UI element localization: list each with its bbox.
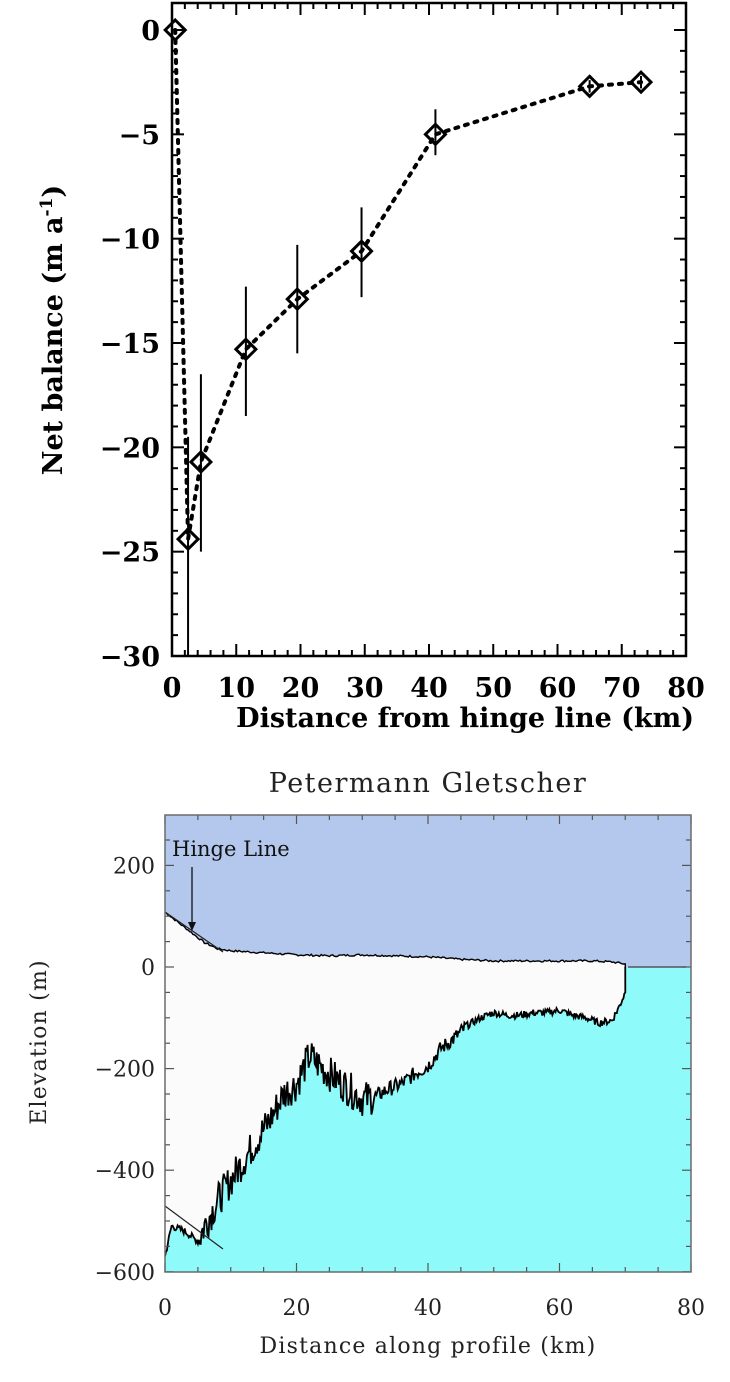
y-label-close: ): [38, 185, 69, 198]
x-tick-label: 40: [414, 1296, 442, 1321]
x-tick-label: 80: [667, 673, 705, 704]
diamond-marker-icon: [628, 70, 654, 95]
y-tick-label: −20: [100, 433, 160, 464]
elevation-profile-chart: Petermann Gletscher Hinge Line 2000−200−…: [27, 768, 705, 1359]
y-label-main: Net balance (m a: [38, 216, 69, 475]
y-tick-label: −15: [100, 329, 160, 360]
x-tick-label: 20: [282, 673, 320, 704]
x-tick-label: 0: [163, 673, 182, 704]
top-chart-x-tick-labels: 0 10 20 30 40 50 60 70 80: [163, 673, 705, 704]
bottom-chart-x-label: Distance along profile (km): [260, 1334, 597, 1359]
diamond-marker-icon: [577, 74, 602, 99]
net-balance-series: [163, 17, 654, 656]
x-tick-label: 50: [474, 673, 512, 704]
y-tick-label: −30: [100, 642, 160, 673]
top-chart-y-label: Net balance (m a-1): [37, 185, 69, 475]
diamond-marker-icon: [188, 449, 214, 475]
diamond-marker-icon: [423, 122, 448, 147]
x-tick-label: 80: [677, 1296, 705, 1321]
top-chart-y-tick-labels: 0 −5 −10 −15 −20 −25 −30: [100, 16, 160, 673]
diamond-marker-icon: [175, 527, 201, 552]
x-tick-label: 10: [217, 673, 255, 704]
bottom-chart-frame: [164, 814, 692, 1273]
y-tick-label: −10: [100, 225, 160, 256]
y-tick-label: 0: [141, 956, 155, 981]
diamond-marker-icon: [285, 287, 310, 312]
bottom-chart-title: Petermann Gletscher: [269, 768, 588, 799]
hinge-bed-slope: [165, 1205, 224, 1250]
top-chart-ticks: [171, 3, 687, 657]
y-tick-label: −25: [100, 538, 160, 569]
y-tick-label: −200: [95, 1058, 155, 1083]
ice-surface-line: [165, 911, 627, 968]
net-balance-dotted-line: [173, 28, 644, 540]
diamond-marker-icon: [233, 337, 259, 362]
x-tick-label: 40: [410, 673, 448, 704]
bottom-chart-x-tick-labels: 0 20 40 60 80: [158, 1296, 705, 1321]
top-chart-x-label: Distance from hinge line (km): [236, 703, 694, 734]
y-label-superscript: -1: [37, 198, 57, 217]
ice-shelf-region: [165, 912, 626, 1257]
x-tick-label: 70: [603, 673, 641, 704]
y-tick-label: −400: [95, 1159, 155, 1184]
x-tick-label: 60: [539, 673, 577, 704]
bottom-plot-area: [165, 815, 691, 1272]
y-tick-label: −600: [95, 1261, 155, 1286]
hinge-surface-slope: [165, 911, 224, 953]
y-tick-label: 200: [113, 854, 155, 879]
diamond-marker-icon: [163, 17, 188, 43]
y-tick-label: −5: [119, 120, 160, 151]
diamond-marker-icon: [349, 239, 374, 264]
hinge-line-annotation: Hinge Line: [172, 837, 290, 861]
x-tick-label: 20: [283, 1296, 311, 1321]
bottom-chart-y-tick-labels: 200 0 −200 −400 −600: [95, 854, 155, 1285]
y-tick-label: 0: [141, 16, 160, 47]
net-balance-chart: 0 −5 −10 −15 −20 −25 −30 0 10 20 30 40 50 60 70 80 Dis…: [37, 1, 705, 734]
bottom-chart-y-label: Elevation (m): [27, 959, 52, 1125]
x-tick-label: 60: [546, 1296, 574, 1321]
ice-base-line: [165, 966, 627, 1257]
x-tick-label: 30: [346, 673, 384, 704]
top-chart-frame: [170, 1, 688, 658]
x-tick-label: 0: [158, 1296, 172, 1321]
hinge-arrow-head-icon: [188, 922, 196, 931]
